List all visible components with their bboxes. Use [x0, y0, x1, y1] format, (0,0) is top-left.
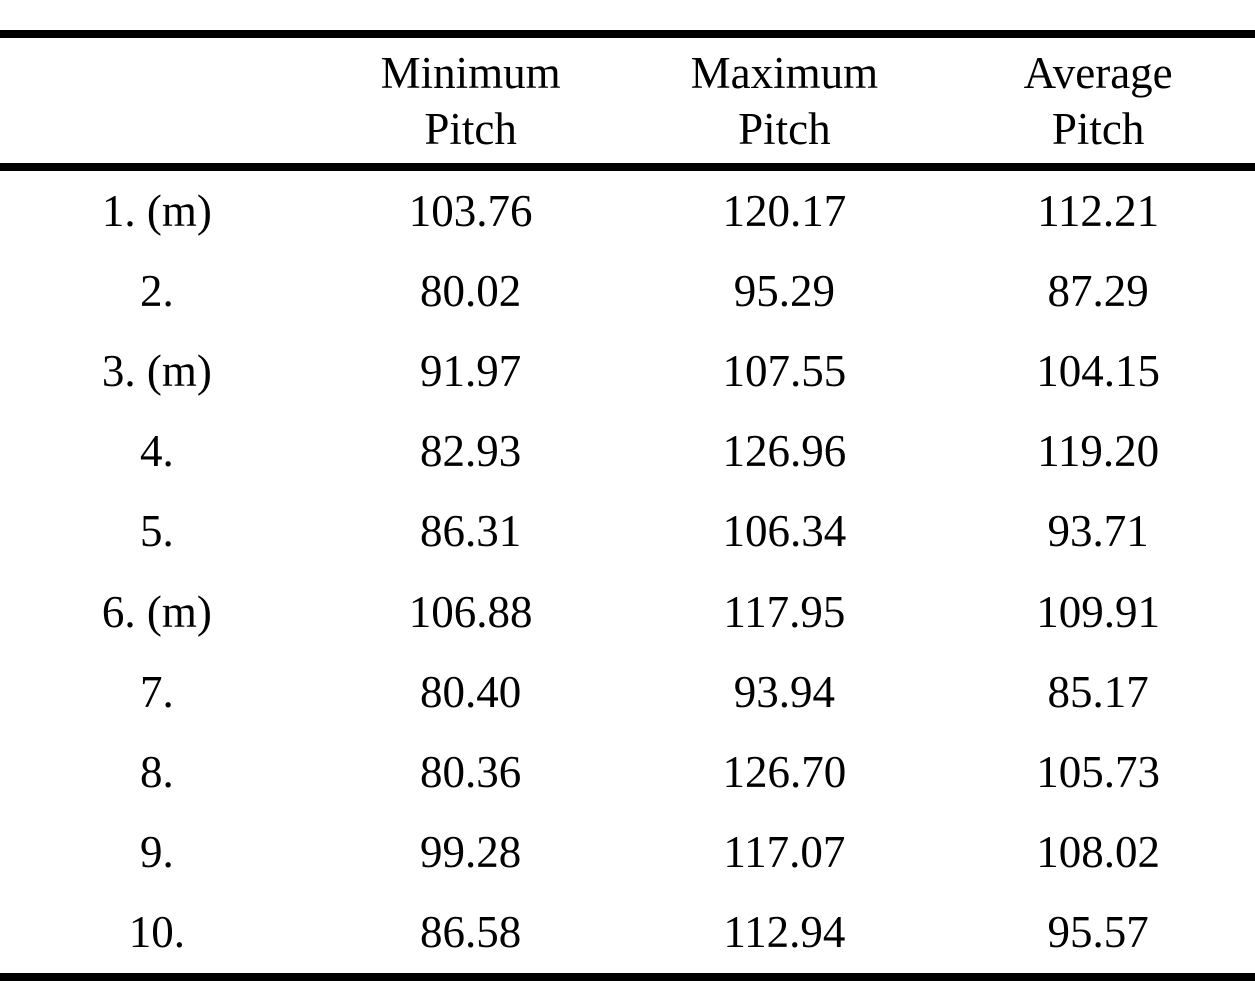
row-label: 10.	[128, 907, 185, 958]
row-label: 5.	[140, 506, 174, 557]
table-row: 2. 80.02 95.29 87.29	[0, 251, 1255, 331]
minimum-pitch-value: 80.36	[420, 747, 522, 798]
minimum-pitch-value: 106.88	[408, 586, 533, 637]
average-pitch-value: 105.73	[1036, 747, 1160, 798]
minimum-pitch-value: 99.28	[420, 827, 522, 878]
row-label: 8.	[140, 747, 174, 798]
column-header-line: Pitch	[738, 103, 831, 154]
table-header-row: Minimum Pitch Maximum Pitch Average Pitc…	[0, 38, 1255, 163]
row-label: 2.	[140, 265, 174, 316]
maximum-pitch-value: 126.96	[722, 426, 847, 477]
table-bottom-rule	[0, 973, 1255, 981]
maximum-pitch-value: 126.70	[722, 747, 847, 798]
minimum-pitch-value: 86.31	[420, 506, 522, 557]
average-pitch-value: 95.57	[1047, 907, 1149, 958]
table-row: 7. 80.40 93.94 85.17	[0, 652, 1255, 732]
row-label: 9.	[140, 827, 174, 878]
maximum-pitch-value: 120.17	[722, 185, 847, 236]
table-row: 3. (m) 91.97 107.55 104.15	[0, 331, 1255, 411]
average-pitch-value: 109.91	[1036, 586, 1160, 637]
table-row: 5. 86.31 106.34 93.71	[0, 492, 1255, 572]
table-row: 4. 82.93 126.96 119.20	[0, 412, 1255, 492]
maximum-pitch-value: 106.34	[722, 506, 847, 557]
average-pitch-value: 87.29	[1047, 265, 1149, 316]
average-pitch-value: 93.71	[1047, 506, 1149, 557]
column-header-minimum-pitch: Minimum Pitch	[314, 45, 628, 157]
average-pitch-value: 119.20	[1037, 426, 1160, 477]
table-row: 8. 80.36 126.70 105.73	[0, 732, 1255, 812]
maximum-pitch-value: 117.95	[723, 586, 846, 637]
average-pitch-value: 104.15	[1036, 346, 1160, 396]
maximum-pitch-value: 112.94	[723, 907, 846, 958]
minimum-pitch-value: 91.97	[420, 346, 522, 396]
table-top-rule	[0, 30, 1255, 38]
maximum-pitch-value: 117.07	[723, 827, 846, 878]
column-header-line: Minimum	[380, 47, 561, 98]
maximum-pitch-value: 107.55	[722, 346, 847, 396]
table-header-separator-rule	[0, 163, 1255, 171]
maximum-pitch-value: 93.94	[733, 666, 835, 717]
column-header-line: Average	[1023, 47, 1173, 98]
row-label: 7.	[140, 666, 174, 717]
row-label: 3. (m)	[101, 346, 212, 396]
maximum-pitch-value: 95.29	[733, 265, 835, 316]
minimum-pitch-value: 80.02	[420, 265, 522, 316]
column-header-line: Pitch	[1051, 103, 1145, 154]
column-header-average-pitch: Average Pitch	[941, 45, 1255, 157]
table-row: 9. 99.28 117.07 108.02	[0, 813, 1255, 893]
average-pitch-value: 108.02	[1036, 827, 1160, 878]
minimum-pitch-value: 103.76	[408, 185, 533, 236]
column-header-maximum-pitch: Maximum Pitch	[628, 45, 942, 157]
table-row: 1. (m) 103.76 120.17 112.21	[0, 171, 1255, 251]
column-header-line: Maximum	[690, 47, 879, 98]
average-pitch-value: 112.21	[1037, 185, 1160, 236]
minimum-pitch-value: 82.93	[420, 426, 522, 477]
table-row: 6. (m) 106.88 117.95 109.91	[0, 572, 1255, 652]
row-label: 6. (m)	[101, 586, 212, 637]
table-row: 10. 86.58 112.94 95.57	[0, 893, 1255, 973]
average-pitch-value: 85.17	[1047, 666, 1149, 717]
row-label: 4.	[140, 426, 174, 477]
table-body: 1. (m) 103.76 120.17 112.21 2. 80.02 95.…	[0, 171, 1255, 973]
column-header-line: Pitch	[424, 103, 517, 154]
minimum-pitch-value: 86.58	[420, 907, 522, 958]
row-label: 1. (m)	[101, 185, 212, 236]
minimum-pitch-value: 80.40	[420, 666, 522, 717]
